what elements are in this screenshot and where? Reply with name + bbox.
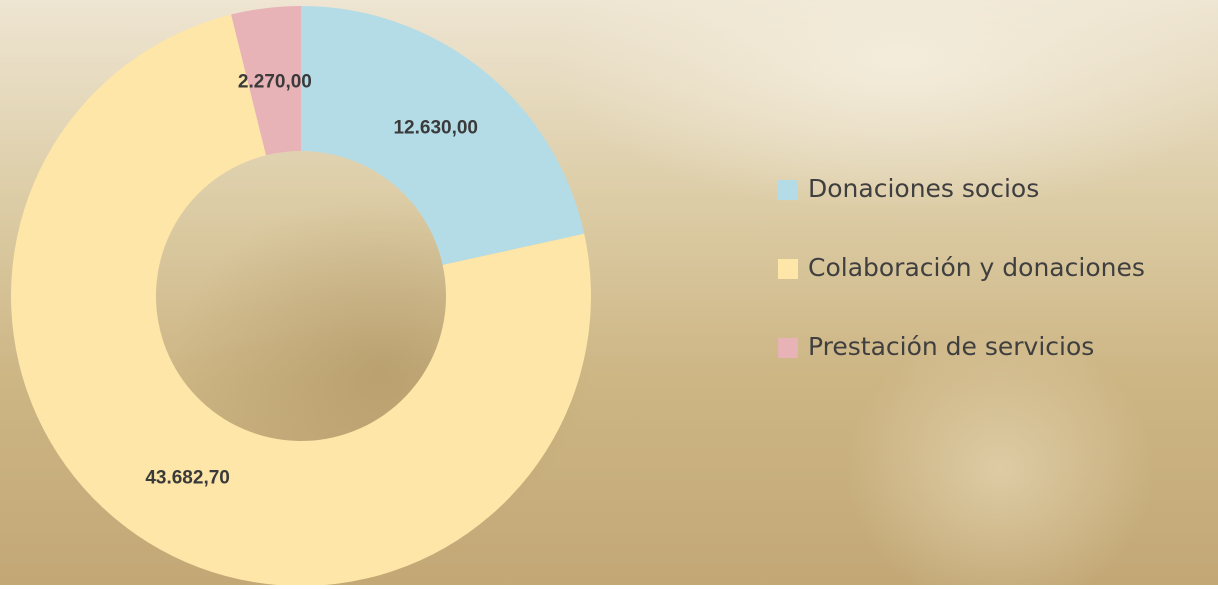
donut-slice [10, 14, 592, 586]
data-label: 12.630,00 [393, 117, 478, 138]
legend-label: Donaciones socios [808, 174, 1039, 203]
legend-swatch [778, 338, 798, 358]
legend-label: Prestación de servicios [808, 332, 1094, 361]
legend-swatch [778, 180, 798, 200]
donut-slice [301, 6, 585, 265]
legend-swatch [778, 259, 798, 279]
data-label: 2.270,00 [238, 72, 312, 93]
data-label: 43.682,70 [145, 468, 230, 489]
legend-label: Colaboración y donaciones [808, 253, 1145, 282]
donut-slice [231, 6, 301, 156]
